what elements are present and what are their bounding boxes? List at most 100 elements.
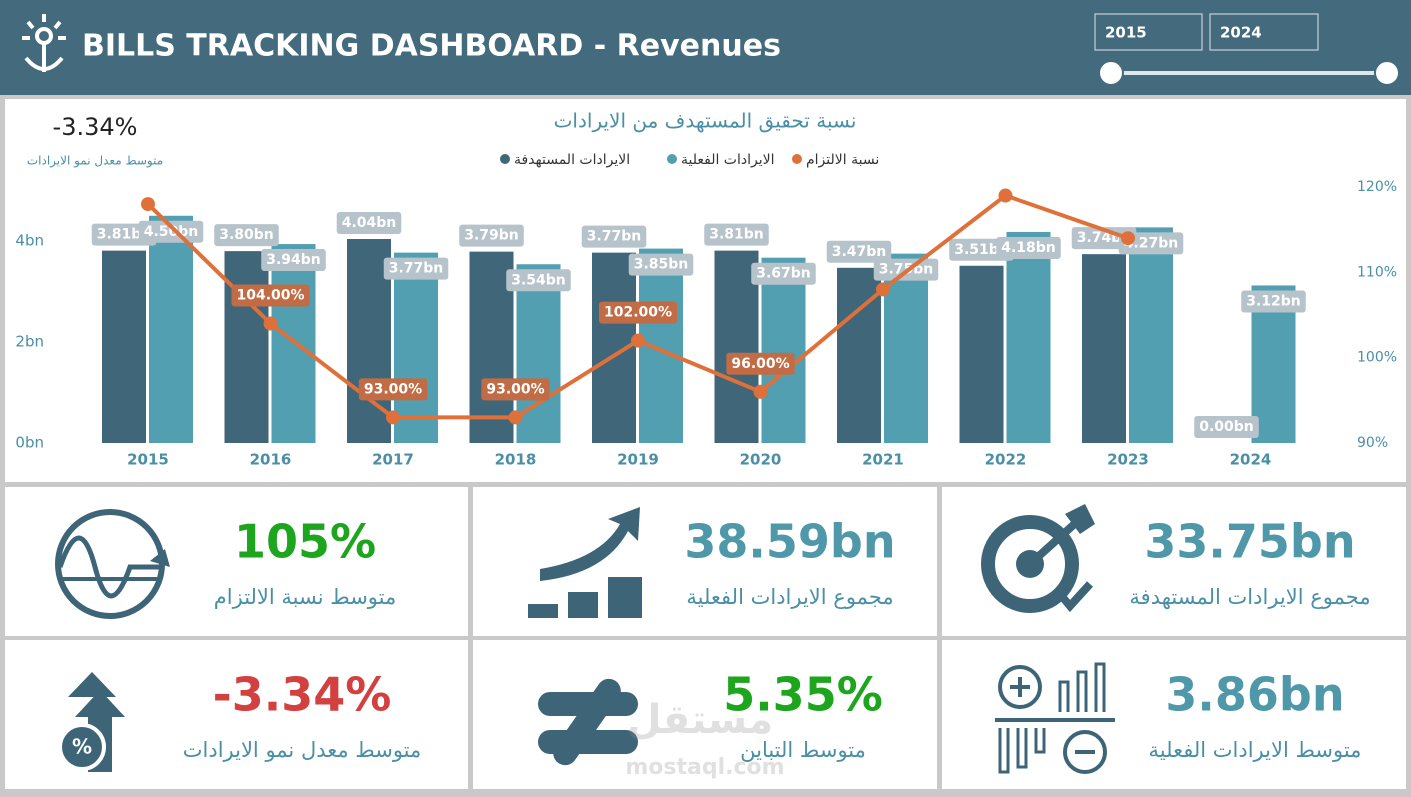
y-tick-label: 4bn: [15, 232, 44, 250]
point: [141, 197, 155, 212]
data-label: 3.85bn: [634, 257, 689, 273]
point: [753, 384, 768, 399]
data-label-bg: [826, 240, 892, 263]
kpi-value: 105%: [234, 515, 376, 569]
kpi-label: متوسط الايرادات الفعلية: [1149, 738, 1362, 762]
point: [631, 333, 645, 348]
data-label: 3.12bn: [1246, 293, 1301, 309]
data-label-bg: [628, 253, 694, 276]
point: [1121, 231, 1135, 246]
kpi-value: 5.35%: [723, 668, 883, 722]
data-label: 3.77bn: [389, 261, 444, 277]
data-label: 96.00%: [731, 356, 789, 372]
point: [263, 316, 278, 331]
data-label: 4.50bn: [144, 224, 199, 240]
x-tick-label: 2019: [617, 451, 659, 469]
kpi-label: مجموع الايرادات الفعلية: [686, 585, 893, 609]
legend-label: الايرادات الفعلية: [681, 152, 775, 168]
watermark-text: mostaql.com: [625, 755, 784, 780]
range-to-box[interactable]: [1209, 13, 1319, 51]
data-label: 3.54bn: [511, 272, 566, 288]
header-title: BILLS TRACKING DASHBOARD - Revenues: [82, 29, 781, 64]
data-label-bg: [1194, 416, 1259, 438]
legend-label: نسبة الالتزام: [806, 152, 879, 168]
chart-title: نسبة تحقيق المستهدف من الايرادات: [554, 109, 857, 133]
slider-handle[interactable]: [1374, 60, 1400, 86]
bar: [469, 251, 514, 443]
kpi-value: 3.86bn: [1165, 668, 1344, 722]
x-tick-label: 2021: [862, 451, 904, 469]
data-label: 0.00bn: [1199, 419, 1254, 435]
legend-label: الايرادات المستهدفة: [514, 152, 630, 168]
data-label-bg: [598, 301, 678, 324]
legend-swatch: [500, 154, 510, 164]
data-label-bg: [506, 269, 571, 292]
bar: [102, 250, 146, 443]
data-label-bg: [358, 378, 428, 401]
watermark-text: مستقل: [627, 697, 773, 743]
data-label: 3.77bn: [587, 229, 642, 245]
data-label: 3.81bn: [97, 227, 152, 243]
data-label: 4.18bn: [1001, 240, 1056, 256]
watermark: مستقل mostaql.com: [625, 697, 784, 780]
kpi-value: -3.34%: [213, 668, 392, 722]
range-from-box[interactable]: [1094, 13, 1203, 51]
x-tick-label: 2022: [985, 451, 1027, 469]
legend-swatch: [667, 154, 677, 164]
bar: [714, 250, 759, 443]
data-label-bg: [138, 220, 204, 243]
kpi-label: متوسط معدل نمو الايرادات: [183, 738, 422, 762]
legend-swatch: [792, 154, 802, 164]
data-label-bg: [996, 236, 1061, 259]
y2-tick-label: 100%: [1357, 350, 1397, 366]
data-label-bg: [751, 262, 816, 285]
header: [0, 0, 1411, 95]
data-label-bg: [231, 284, 310, 307]
point: [508, 410, 523, 425]
data-label: 93.00%: [364, 381, 422, 397]
bar: [761, 257, 806, 443]
range-to: 2024: [1220, 24, 1262, 42]
chart: 0bn 2bn 4bn 90% 100% 110% 120% 2015 2016 2017 2018…: [15, 152, 1397, 469]
x-tick-label: 2015: [127, 451, 169, 469]
x-tick-label: 2023: [1107, 451, 1149, 469]
cards: 105% متوسط نسبة الالتزام 38.59bn مجموع الاي…: [5, 487, 1406, 789]
bar: [149, 215, 193, 443]
data-label: 3.47bn: [832, 244, 887, 260]
data-label: 4.27bn: [1124, 235, 1179, 251]
logo: [22, 14, 66, 72]
data-label-bg: [726, 352, 795, 375]
kpi-icon: [538, 678, 638, 766]
data-label-bg: [481, 378, 550, 401]
bar: [1006, 231, 1051, 443]
kpi-icon: [981, 504, 1095, 613]
point: [876, 282, 890, 297]
data-label: 3.80bn: [219, 227, 274, 243]
bar: [394, 252, 438, 443]
kpi-icon: [995, 662, 1115, 774]
y2-tick-label: 90%: [1357, 435, 1388, 451]
kpi-label: متوسط نسبة الالتزام: [214, 585, 396, 609]
slider-handle[interactable]: [1098, 60, 1124, 86]
bar: [1129, 227, 1173, 443]
data-label-bg: [214, 224, 279, 247]
bar: [959, 265, 1004, 443]
x-tick-label: 2024: [1230, 451, 1272, 469]
range-from: 2015: [1105, 24, 1147, 42]
data-label-bg: [459, 224, 524, 247]
data-label: 3.94bn: [266, 252, 321, 268]
data-label: 3.79bn: [464, 228, 519, 244]
x-tick-label: 2017: [372, 451, 414, 469]
bar: [1082, 254, 1126, 443]
summary-value: -3.34%: [53, 113, 138, 141]
data-label: 93.00%: [486, 381, 544, 397]
data-label: 3.51bn: [954, 242, 1009, 258]
point: [386, 410, 400, 425]
data-label-bg: [581, 225, 647, 248]
kpi-label: مجموع الايرادات المستهدفة: [1129, 585, 1370, 609]
kpi-icon: %: [58, 672, 125, 772]
y-tick-label: 0bn: [15, 434, 44, 452]
data-label-bg: [261, 249, 326, 272]
data-label-bg: [383, 257, 449, 280]
